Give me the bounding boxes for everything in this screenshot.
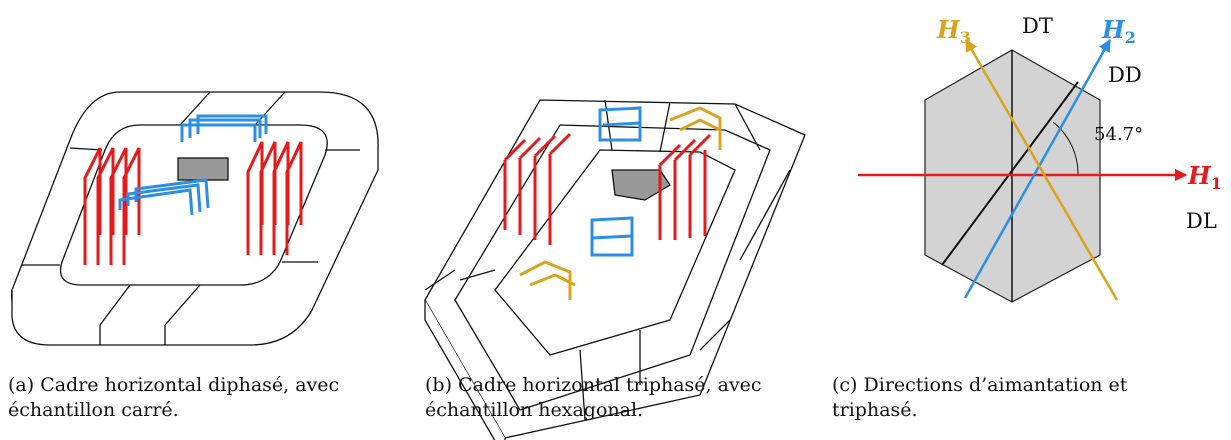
h-subscript: 2: [1125, 28, 1136, 47]
caption-b: (b) Cadre horizontal triphasé, avec écha…: [425, 373, 810, 423]
h-subscript: 3: [960, 28, 971, 47]
h-symbol: H: [1187, 161, 1212, 190]
label-dt: DT: [1022, 14, 1053, 38]
h-subscript: 1: [1211, 174, 1222, 193]
label-dl: DL: [1186, 209, 1217, 233]
h3-label: H3: [936, 15, 971, 47]
h2-label: H2: [1101, 15, 1136, 47]
h-symbol: H: [1101, 15, 1126, 44]
figure: DT DD DL 54.7° H1 H2 H3 (a) Cadre horizo…: [0, 0, 1231, 440]
caption-c: (c) Directions d’aimantation et triphasé…: [832, 373, 1217, 423]
h1-label: H1: [1187, 161, 1222, 193]
hexagon-diagram: DT DD DL 54.7° H1 H2 H3: [858, 14, 1222, 302]
caption-a: (a) Cadre horizontal diphasé, avec échan…: [8, 373, 393, 423]
frame-a: [12, 0, 378, 345]
h-symbol: H: [936, 15, 961, 44]
angle-label: 54.7°: [1094, 124, 1143, 145]
label-dd: DD: [1108, 63, 1142, 87]
